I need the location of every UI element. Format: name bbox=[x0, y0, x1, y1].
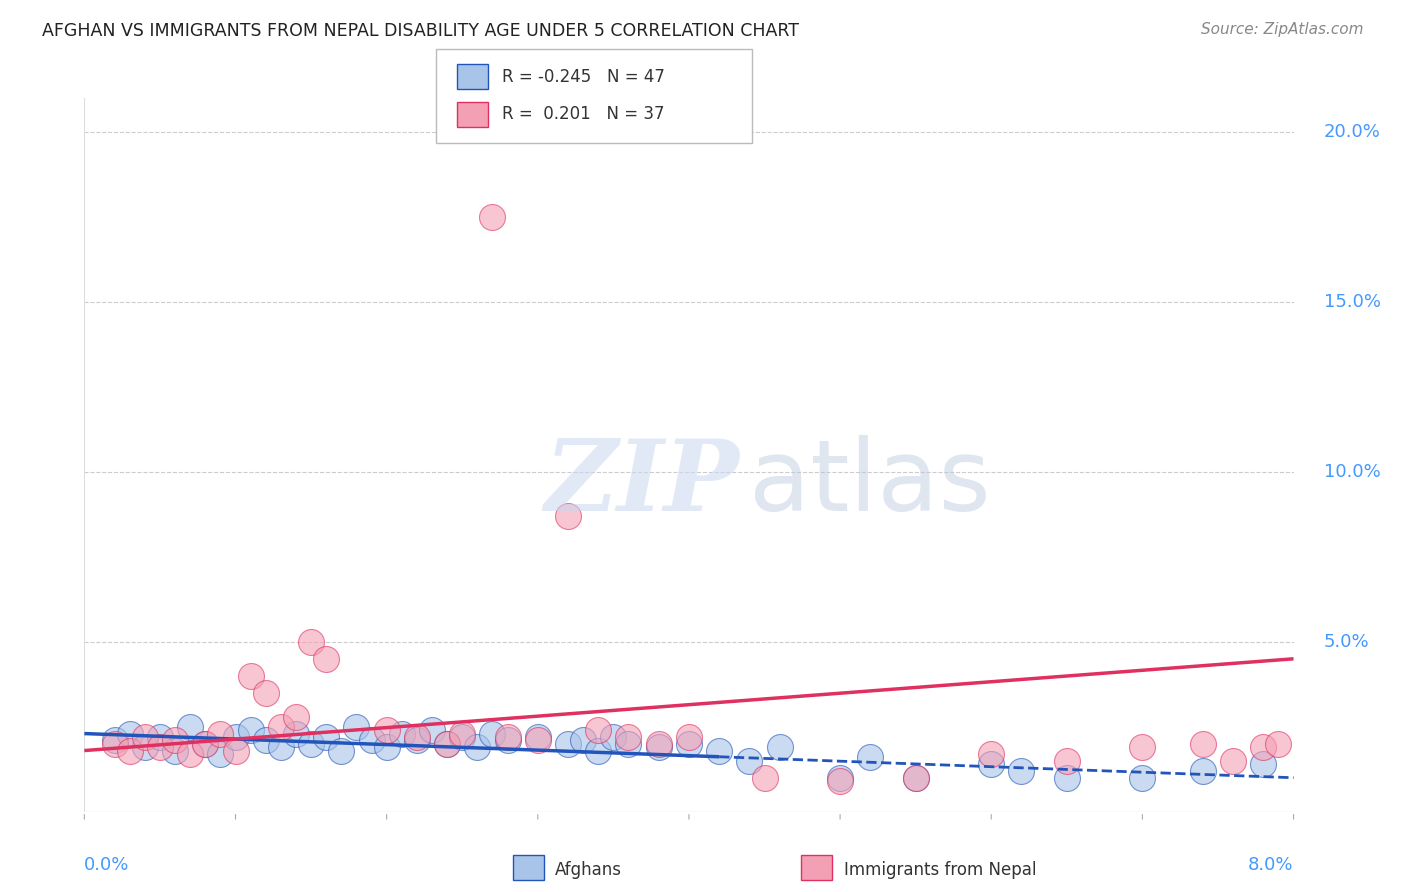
Point bbox=[678, 730, 700, 744]
Point bbox=[830, 771, 852, 785]
Point bbox=[1011, 764, 1033, 778]
Point bbox=[436, 737, 458, 751]
Point bbox=[149, 730, 172, 744]
Point bbox=[239, 723, 262, 738]
Point bbox=[420, 723, 443, 738]
Point bbox=[118, 743, 141, 757]
Point bbox=[1251, 740, 1274, 755]
Point bbox=[572, 733, 595, 747]
Point bbox=[179, 720, 201, 734]
Point bbox=[406, 730, 429, 744]
Point bbox=[980, 747, 1002, 761]
Text: 0.0%: 0.0% bbox=[84, 856, 129, 874]
Point bbox=[1132, 771, 1154, 785]
Point bbox=[1267, 737, 1289, 751]
Point bbox=[104, 737, 127, 751]
Point bbox=[1251, 757, 1274, 772]
Point bbox=[496, 733, 519, 747]
Point bbox=[678, 737, 700, 751]
Point bbox=[451, 726, 474, 740]
Point bbox=[270, 740, 292, 755]
Text: R =  0.201   N = 37: R = 0.201 N = 37 bbox=[502, 105, 665, 123]
Point bbox=[602, 730, 624, 744]
Point bbox=[360, 733, 382, 747]
Point bbox=[284, 726, 308, 740]
Point bbox=[315, 652, 337, 666]
Point bbox=[346, 720, 368, 734]
Point bbox=[299, 635, 322, 649]
Point bbox=[299, 737, 322, 751]
Point bbox=[406, 733, 429, 747]
Point bbox=[980, 757, 1002, 772]
Text: 15.0%: 15.0% bbox=[1324, 293, 1381, 311]
Point bbox=[754, 771, 776, 785]
Text: ZIP: ZIP bbox=[544, 435, 738, 532]
Text: R = -0.245   N = 47: R = -0.245 N = 47 bbox=[502, 68, 665, 86]
Point bbox=[557, 509, 579, 524]
Point bbox=[527, 730, 550, 744]
Point bbox=[859, 750, 882, 764]
Point bbox=[254, 686, 277, 700]
Text: Immigrants from Nepal: Immigrants from Nepal bbox=[844, 861, 1036, 879]
Point bbox=[104, 733, 127, 747]
Point bbox=[225, 743, 247, 757]
Point bbox=[330, 743, 353, 757]
Point bbox=[588, 743, 610, 757]
Text: Source: ZipAtlas.com: Source: ZipAtlas.com bbox=[1201, 22, 1364, 37]
Point bbox=[1056, 771, 1078, 785]
Point bbox=[375, 723, 398, 738]
Text: 8.0%: 8.0% bbox=[1249, 856, 1294, 874]
Point bbox=[647, 737, 671, 751]
Point bbox=[527, 733, 550, 747]
Point bbox=[118, 726, 141, 740]
Point bbox=[254, 733, 277, 747]
Point bbox=[451, 730, 474, 744]
Point bbox=[647, 740, 671, 755]
Text: AFGHAN VS IMMIGRANTS FROM NEPAL DISABILITY AGE UNDER 5 CORRELATION CHART: AFGHAN VS IMMIGRANTS FROM NEPAL DISABILI… bbox=[42, 22, 799, 40]
Point bbox=[239, 669, 262, 683]
Point bbox=[225, 730, 247, 744]
Point bbox=[617, 730, 640, 744]
Point bbox=[904, 771, 927, 785]
Text: 5.0%: 5.0% bbox=[1324, 632, 1369, 651]
Point bbox=[496, 730, 519, 744]
Point bbox=[904, 771, 927, 785]
Point bbox=[1222, 754, 1244, 768]
Point bbox=[149, 740, 172, 755]
Point bbox=[709, 743, 731, 757]
Point bbox=[284, 709, 308, 723]
Point bbox=[481, 726, 503, 740]
Point bbox=[375, 740, 398, 755]
Point bbox=[134, 730, 156, 744]
Point bbox=[588, 723, 610, 738]
Point bbox=[1056, 754, 1078, 768]
Point bbox=[391, 726, 413, 740]
Point bbox=[481, 210, 503, 224]
Point bbox=[1132, 740, 1154, 755]
Text: atlas: atlas bbox=[749, 435, 991, 532]
Text: 20.0%: 20.0% bbox=[1324, 123, 1381, 141]
Point bbox=[209, 747, 232, 761]
Point bbox=[467, 740, 489, 755]
Point bbox=[1192, 737, 1215, 751]
Point bbox=[830, 774, 852, 789]
Point bbox=[315, 730, 337, 744]
Point bbox=[179, 747, 201, 761]
Point bbox=[617, 737, 640, 751]
Text: Afghans: Afghans bbox=[555, 861, 623, 879]
Point bbox=[165, 733, 187, 747]
Point bbox=[194, 737, 217, 751]
Point bbox=[134, 740, 156, 755]
Point bbox=[270, 720, 292, 734]
Point bbox=[165, 743, 187, 757]
Point bbox=[738, 754, 761, 768]
Point bbox=[1192, 764, 1215, 778]
Point bbox=[209, 726, 232, 740]
Point bbox=[557, 737, 579, 751]
Point bbox=[769, 740, 792, 755]
Point bbox=[194, 737, 217, 751]
Point bbox=[436, 737, 458, 751]
Text: 10.0%: 10.0% bbox=[1324, 463, 1381, 481]
